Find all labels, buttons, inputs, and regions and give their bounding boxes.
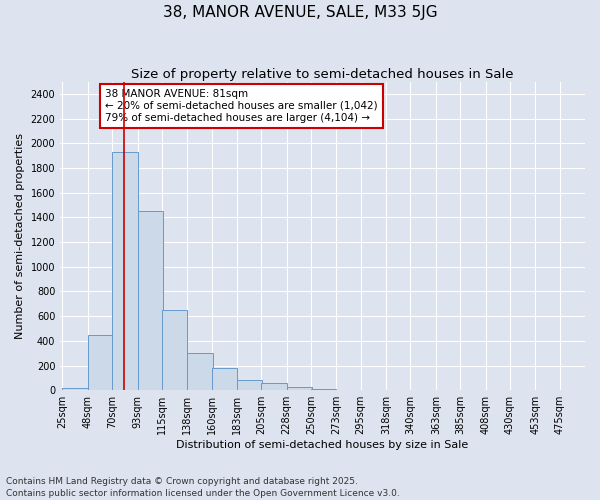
Bar xyxy=(212,368,237,390)
Text: Contains HM Land Registry data © Crown copyright and database right 2025.
Contai: Contains HM Land Registry data © Crown c… xyxy=(6,476,400,498)
X-axis label: Distribution of semi-detached houses by size in Sale: Distribution of semi-detached houses by … xyxy=(176,440,469,450)
Y-axis label: Number of semi-detached properties: Number of semi-detached properties xyxy=(15,133,25,339)
Text: 38, MANOR AVENUE, SALE, M33 5JG: 38, MANOR AVENUE, SALE, M33 5JG xyxy=(163,5,437,20)
Bar xyxy=(287,386,312,390)
Bar xyxy=(112,152,137,390)
Text: 38 MANOR AVENUE: 81sqm
← 20% of semi-detached houses are smaller (1,042)
79% of : 38 MANOR AVENUE: 81sqm ← 20% of semi-det… xyxy=(105,90,377,122)
Bar xyxy=(237,380,262,390)
Bar xyxy=(162,310,187,390)
Bar xyxy=(187,353,212,390)
Bar xyxy=(62,388,88,390)
Bar xyxy=(88,334,113,390)
Title: Size of property relative to semi-detached houses in Sale: Size of property relative to semi-detach… xyxy=(131,68,514,80)
Bar xyxy=(137,212,163,390)
Bar xyxy=(261,383,287,390)
Bar xyxy=(311,389,337,390)
